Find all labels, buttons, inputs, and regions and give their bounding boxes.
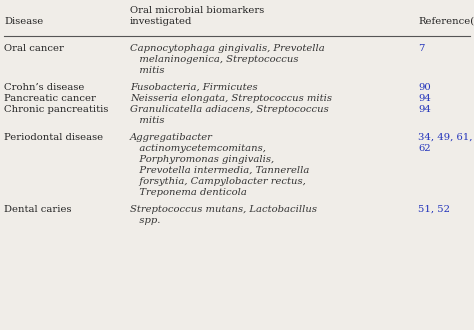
Text: 51, 52: 51, 52 [418,205,450,214]
Text: 94: 94 [418,94,431,103]
Text: mitis: mitis [130,116,164,125]
Text: Oral cancer: Oral cancer [4,44,64,53]
Text: Fusobacteria, Firmicutes: Fusobacteria, Firmicutes [130,83,258,92]
Text: Dental caries: Dental caries [4,205,72,214]
Text: Neisseria elongata, Streptococcus mitis: Neisseria elongata, Streptococcus mitis [130,94,332,103]
Text: 90: 90 [418,83,431,92]
Text: Treponema denticola: Treponema denticola [130,188,247,197]
Text: Chronic pancreatitis: Chronic pancreatitis [4,105,109,114]
Text: Aggregatibacter: Aggregatibacter [130,133,213,142]
Text: Periodontal disease: Periodontal disease [4,133,103,142]
Text: spp.: spp. [130,216,160,225]
Text: Prevotella intermedia, Tannerella: Prevotella intermedia, Tannerella [130,166,310,175]
Text: Pancreatic cancer: Pancreatic cancer [4,94,96,103]
Text: actinomycetemcomitans,: actinomycetemcomitans, [130,144,266,153]
Text: Streptococcus mutans, Lactobacillus: Streptococcus mutans, Lactobacillus [130,205,317,214]
Text: Disease: Disease [4,17,43,26]
Text: Reference(s): Reference(s) [418,17,474,26]
Text: Crohn’s disease: Crohn’s disease [4,83,84,92]
Text: 7: 7 [418,44,424,53]
Text: investigated: investigated [130,17,192,26]
Text: 34, 49, 61,: 34, 49, 61, [418,133,473,142]
Text: Oral microbial biomarkers: Oral microbial biomarkers [130,6,264,15]
Text: 62: 62 [418,144,430,153]
Text: Porphyromonas gingivalis,: Porphyromonas gingivalis, [130,155,274,164]
Text: 94: 94 [418,105,431,114]
Text: mitis: mitis [130,66,164,75]
Text: melaninogenica, Streptococcus: melaninogenica, Streptococcus [130,55,299,64]
Text: forsythia, Campylobacter rectus,: forsythia, Campylobacter rectus, [130,177,306,186]
Text: Granulicatella adiacens, Streptococcus: Granulicatella adiacens, Streptococcus [130,105,329,114]
Text: Capnocytophaga gingivalis, Prevotella: Capnocytophaga gingivalis, Prevotella [130,44,325,53]
